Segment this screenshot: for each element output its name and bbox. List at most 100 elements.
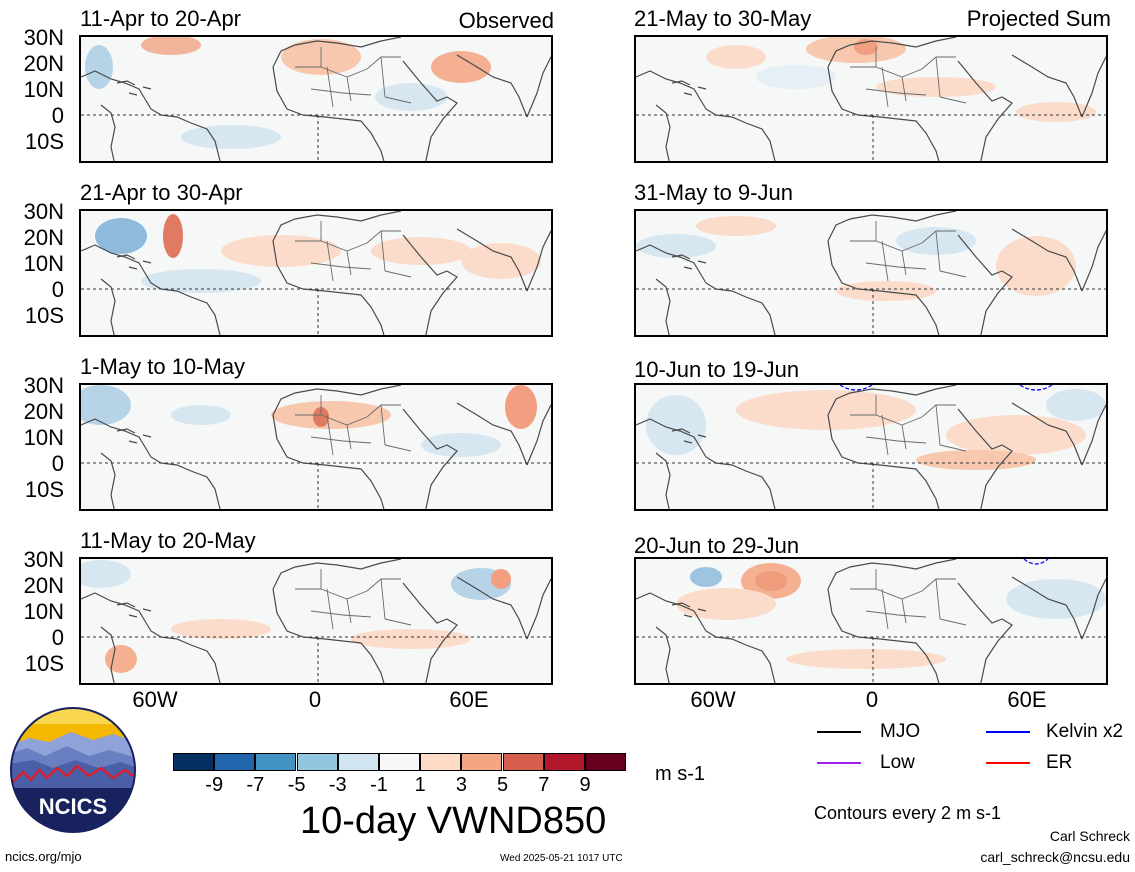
projected-label: Projected Sum [966,6,1111,31]
anomaly-shading [996,236,1076,296]
anomaly-shading [351,629,471,649]
legend-label-low: Low [880,752,915,773]
country-border [366,56,401,70]
legend-swatch-er [986,762,1030,764]
coastline [671,428,707,444]
country-border [384,618,412,626]
lon-label: 60E [449,687,489,712]
coastline [827,385,957,416]
coastline [272,240,385,335]
coastline [272,211,402,242]
coastline [526,230,551,292]
anomaly-shading [916,450,1036,470]
anomaly-shading [636,234,716,258]
colorbar-cell [502,753,544,771]
colorbar-units: m s-1 [655,763,705,785]
footer-email: carl_schreck@ncsu.edu [980,849,1130,865]
legend-swatch-low [817,762,861,764]
lat-label: 10S [24,303,64,328]
coastline [456,228,528,292]
country-border [881,240,889,282]
country-border [865,610,927,618]
lat-label: 10N [23,425,64,450]
anomaly-shading [313,407,329,427]
panel-title-3: 1-May to 10-May [80,354,246,379]
country-border [384,444,412,452]
country-border [921,404,956,418]
country-border [935,56,941,98]
map-panel-projected-1 [634,35,1108,163]
kelvin-contour [839,385,873,391]
coastline [272,414,385,509]
colorbar-tick-label: -3 [328,774,347,796]
country-border [865,262,927,270]
country-border [901,76,907,102]
footer-timestamp: Wed 2025-05-21 1017 UTC [500,853,623,864]
lat-label: 10N [23,599,64,624]
anomaly-shading [1046,389,1106,421]
country-border [881,414,889,456]
anomaly-shading [505,385,537,429]
lat-label: 10S [24,129,64,154]
contour-interval-note: Contours every 2 m s-1 [814,803,1002,823]
coastline [827,588,940,683]
coastline [272,559,402,590]
coastline [1081,404,1106,466]
country-border [865,436,927,444]
coastline [827,414,940,509]
coastline [1081,56,1106,118]
panel-title-4: 11-May to 20-May [80,528,256,553]
anomaly-shading [696,216,776,236]
country-border [384,96,412,104]
coastline [957,582,1013,683]
country-border [865,88,927,96]
map-panel-observed-3 [79,383,553,511]
colorbar-cell [255,753,297,771]
coastline [456,402,528,466]
vwnd-map [636,385,1106,509]
vwnd-map [81,211,551,335]
country-border [380,230,386,272]
lat-label: 10N [23,77,64,102]
coastline [1011,54,1083,118]
coastline [1081,230,1106,292]
coastline [81,418,221,509]
colorbar-cell [461,753,503,771]
vwnd-map [81,559,551,683]
map-panel-projected-4 [634,557,1108,685]
coastline [655,104,671,161]
map-panel-projected-3 [634,383,1108,511]
colorbar-cell [543,753,585,771]
country-border [901,250,907,276]
lat-label: 30N [23,25,64,50]
coastline [402,60,458,161]
coastline [116,80,152,96]
map-panel-observed-4 [79,557,553,685]
country-border [901,424,907,450]
anomaly-shading [171,619,271,639]
colorbar-cell [420,753,462,771]
coastline [655,452,671,509]
country-border [346,598,352,624]
anomaly-shading [756,65,836,89]
coastline [81,592,221,683]
coastline [1011,228,1083,292]
country-border [310,262,372,270]
coastline [655,278,671,335]
lat-label: 30N [23,547,64,572]
coastline [81,70,221,161]
panel-title-2: 21-Apr to 30-Apr [80,180,243,205]
legend-swatch-mjo [817,731,861,733]
vwnd-map [636,37,1106,161]
anomaly-shading [81,560,131,588]
lat-label: 30N [23,199,64,224]
panel-title-6: 31-May to 9-Jun [634,180,793,205]
lat-label: 20N [23,51,64,76]
country-border [310,610,372,618]
legend-label-er: ER [1046,752,1073,773]
anomaly-shading [181,125,281,149]
panel-title-7: 10-Jun to 19-Jun [634,357,800,382]
observed-label: Observed [458,8,554,33]
colorbar-tick-label: 7 [538,774,550,796]
colorbar-cell [214,753,256,771]
